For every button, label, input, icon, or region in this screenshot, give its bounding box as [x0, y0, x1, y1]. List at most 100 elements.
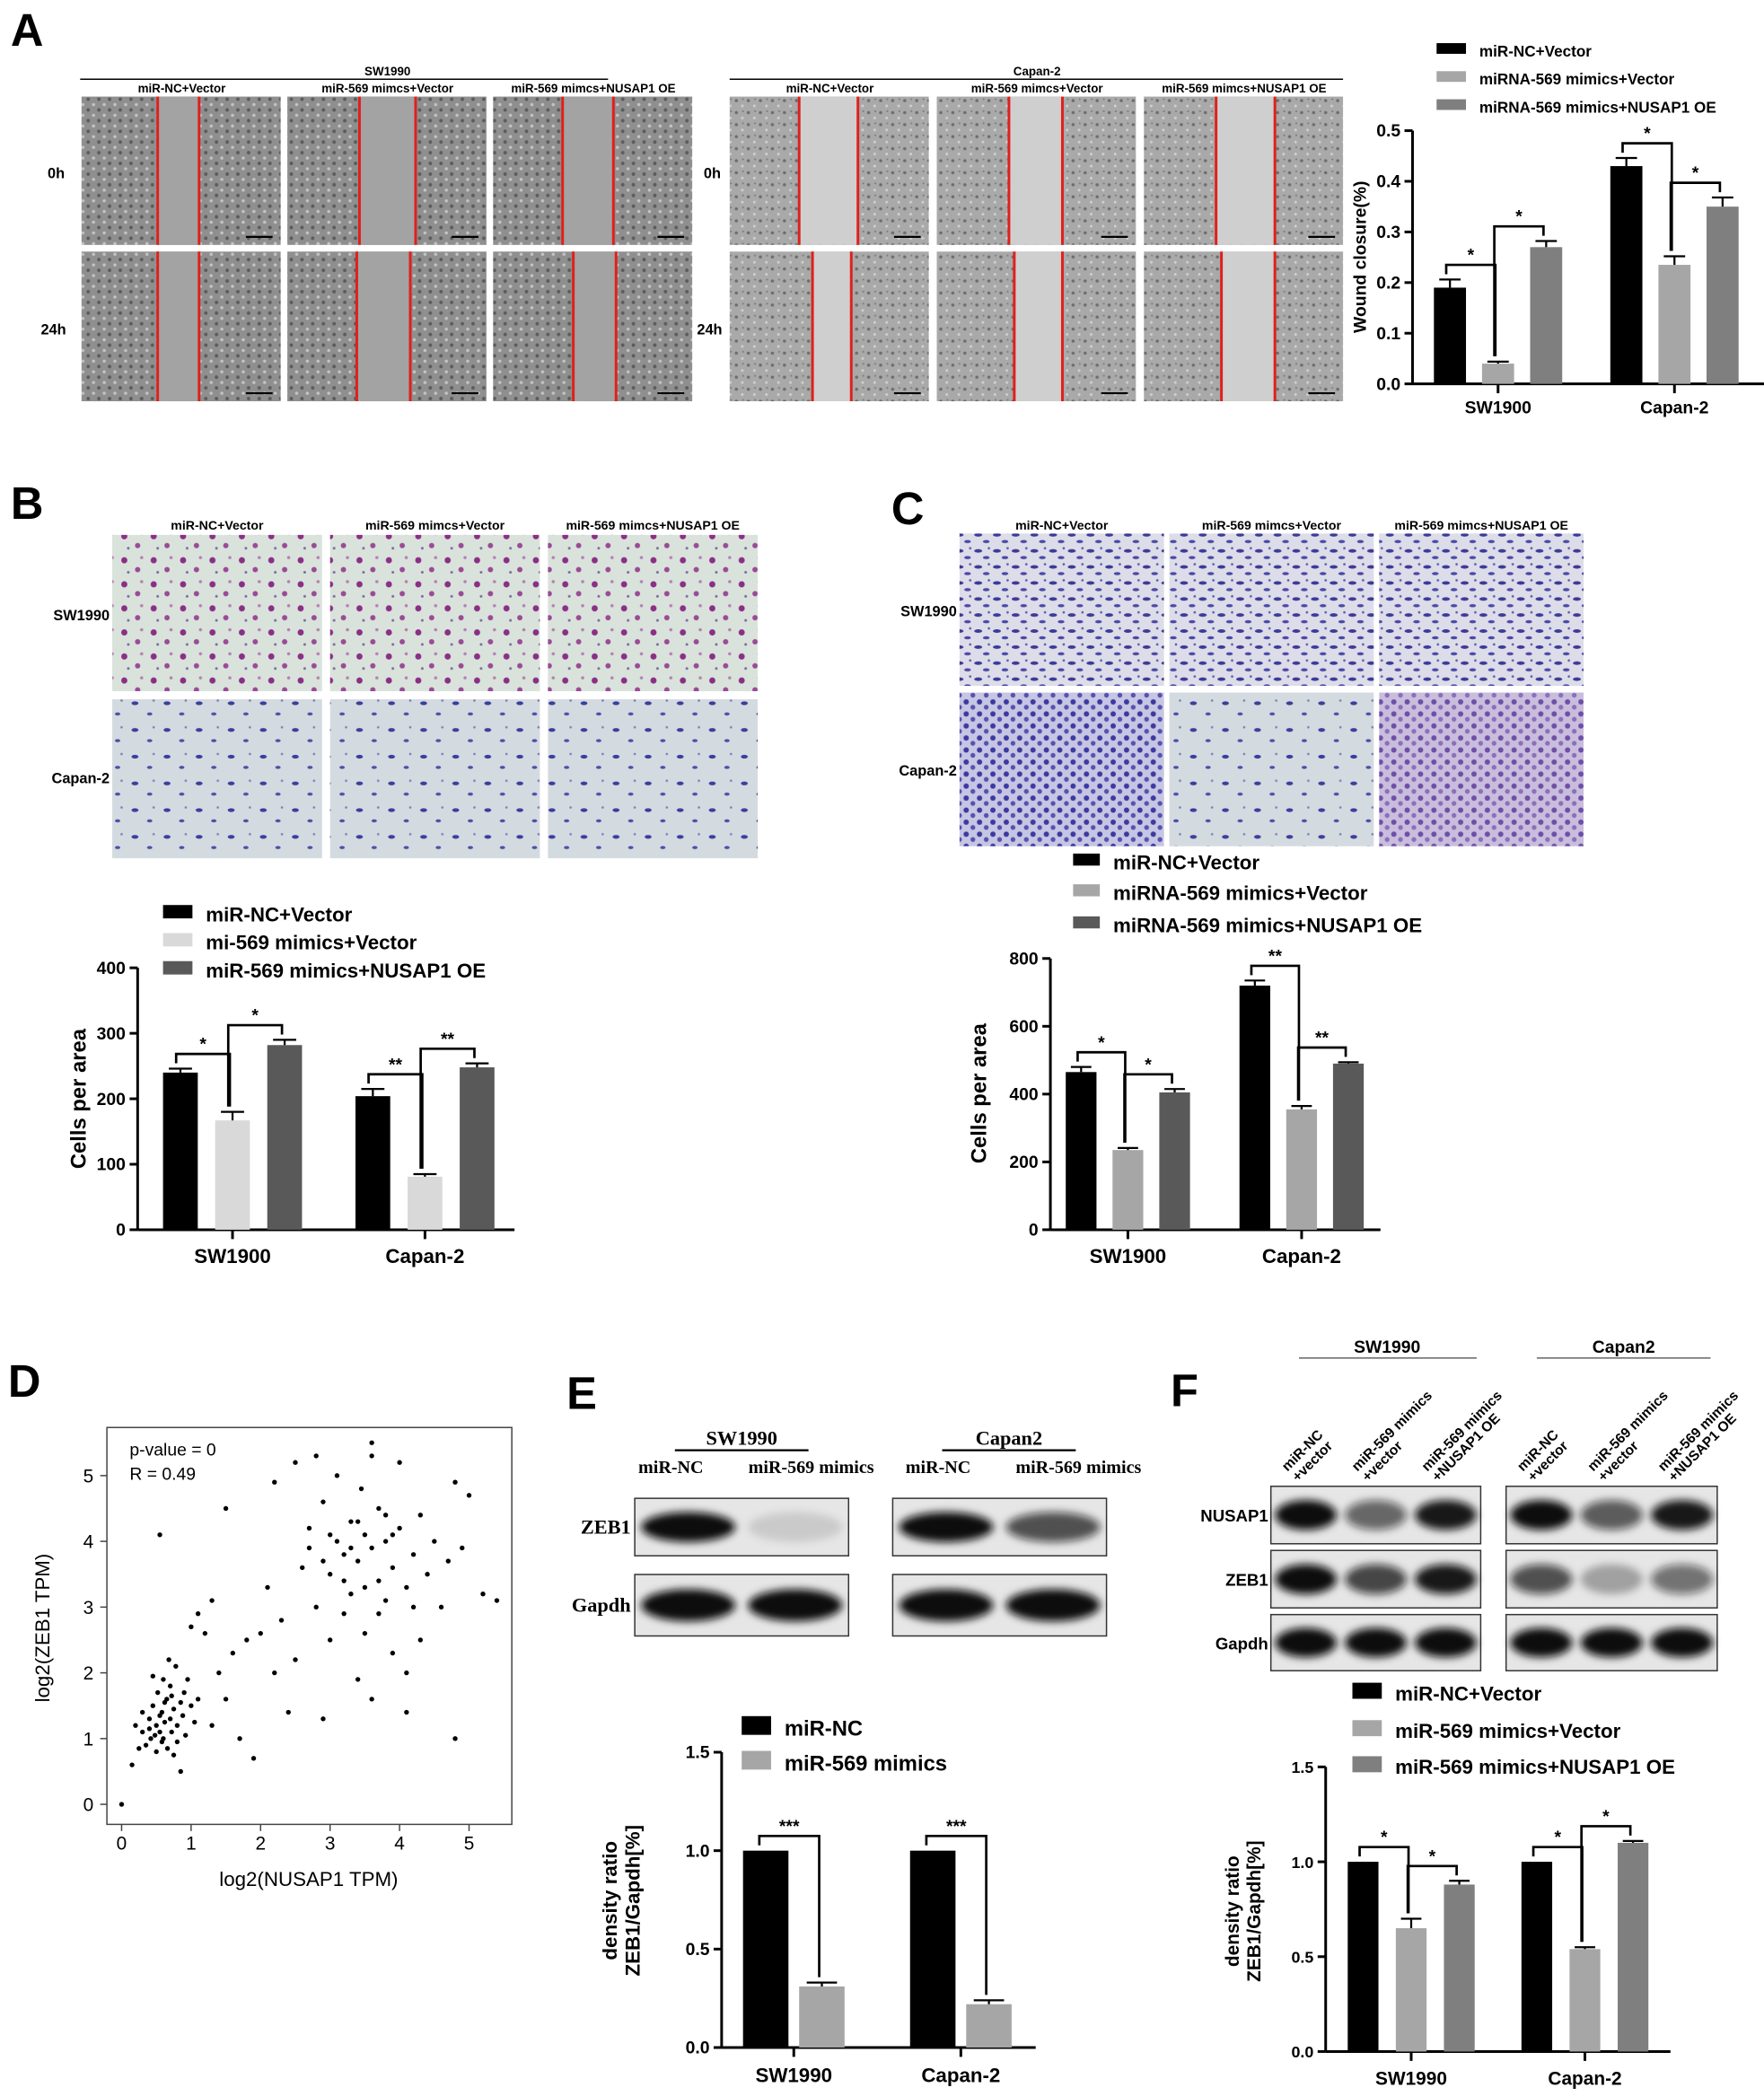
significance-bracket — [925, 1834, 987, 1995]
blot-lane-label: miR-569 mimics — [749, 1458, 874, 1478]
data-point — [313, 1604, 319, 1610]
data-point — [452, 1479, 458, 1485]
significance-label: ** — [1315, 1029, 1330, 1048]
significance-bracket — [758, 1834, 821, 1978]
bar — [1066, 1072, 1097, 1230]
data-point — [417, 1513, 424, 1518]
data-point — [143, 1742, 149, 1748]
data-point — [150, 1673, 155, 1679]
column-label: miR-569 mimcs+NUSAP1 OE — [1162, 82, 1326, 95]
data-point — [320, 1716, 326, 1722]
data-point — [183, 1732, 189, 1738]
data-point — [452, 1736, 458, 1741]
transwell-micrograph — [1379, 692, 1584, 846]
bar — [1617, 1842, 1649, 2052]
bar — [355, 1096, 391, 1230]
panel-letter-e: E — [566, 1367, 597, 1418]
protein-band — [899, 1512, 994, 1542]
legend-label: miR-NC+Vector — [1479, 43, 1592, 60]
data-point — [445, 1558, 451, 1564]
data-point — [173, 1663, 179, 1669]
row-label-24h: 24h — [40, 322, 66, 338]
y-tick-label: 4 — [83, 1532, 94, 1553]
y-axis-label: ZEB1/Gapdh[%] — [621, 1825, 644, 1977]
y-tick-label: 200 — [97, 1090, 126, 1109]
data-point — [376, 1578, 382, 1583]
x-tick-label: 3 — [325, 1834, 336, 1855]
y-tick-label: 1.5 — [1292, 1758, 1314, 1776]
bar — [1347, 1862, 1379, 2052]
data-point — [334, 1473, 340, 1478]
data-point — [118, 1802, 125, 1807]
data-point — [410, 1604, 417, 1610]
y-tick-label: 0 — [83, 1795, 94, 1816]
y-axis-label: Cells per area — [66, 1028, 91, 1169]
data-point — [320, 1499, 326, 1504]
protein-band — [1275, 1500, 1337, 1530]
data-point — [460, 1545, 465, 1551]
wound-gap-area — [356, 251, 411, 401]
protein-band — [1580, 1627, 1643, 1658]
data-point — [189, 1624, 194, 1629]
data-point — [136, 1746, 142, 1751]
x-tick-label: 0 — [117, 1834, 127, 1855]
significance-bracket — [1123, 1073, 1173, 1143]
data-point — [154, 1749, 159, 1755]
y-axis-label: log2(ZEB1 TPM) — [31, 1554, 54, 1703]
blot-row-label: NUSAP1 — [1200, 1506, 1268, 1525]
data-point — [189, 1703, 194, 1708]
data-point — [390, 1565, 396, 1571]
legend-swatch — [1352, 1756, 1382, 1773]
protein-band — [1510, 1564, 1573, 1594]
blot-group-title: Capan2 — [976, 1427, 1042, 1450]
y-tick-label: 400 — [97, 959, 126, 978]
y-tick-label: 0.2 — [1376, 274, 1400, 294]
legend-swatch — [1436, 99, 1467, 110]
data-point — [334, 1539, 340, 1544]
data-point — [154, 1723, 159, 1728]
data-point — [148, 1736, 154, 1741]
data-point — [362, 1532, 368, 1538]
legend-label: miR-569 mimics+NUSAP1 OE — [206, 960, 486, 982]
blot-group-title: Capan2 — [1593, 1337, 1655, 1357]
data-point — [382, 1539, 389, 1544]
legend-label: miRNA-569 mimics+NUSAP1 OE — [1113, 914, 1422, 936]
bar — [267, 1045, 303, 1230]
data-point — [341, 1610, 347, 1617]
data-point — [382, 1513, 389, 1518]
y-tick-label: 0.0 — [1292, 2043, 1314, 2061]
data-point — [250, 1756, 257, 1761]
significance-bracket — [1250, 964, 1301, 1101]
data-point — [169, 1693, 174, 1698]
data-point — [348, 1592, 354, 1597]
y-tick-label: 0.5 — [686, 1940, 710, 1960]
data-point — [162, 1699, 168, 1706]
scatter-plot-d: 0 1 2 3 4 5 0 1 2 3 4 5 p-value = 0 R = 0.49 log2(NUSA… — [31, 1426, 513, 1890]
y-tick-label: 100 — [97, 1155, 126, 1175]
x-tick-label: Capan-2 — [921, 2065, 1000, 2087]
significance-label: ** — [1268, 946, 1283, 966]
significance-label: * — [1381, 1828, 1388, 1847]
legend-label: miRNA-569 mimics+Vector — [1113, 882, 1368, 905]
data-point — [466, 1493, 472, 1498]
y-axis-label: Cells per area — [968, 1022, 992, 1163]
data-point — [369, 1545, 374, 1551]
legend-swatch — [1073, 884, 1101, 897]
protein-band — [899, 1589, 994, 1622]
data-point — [216, 1670, 222, 1676]
data-point — [376, 1610, 382, 1617]
data-point — [167, 1716, 173, 1722]
wound-gap-area — [1221, 251, 1276, 401]
row-label-0h: 0h — [704, 165, 721, 181]
significance-bracket — [1669, 181, 1722, 251]
data-point — [152, 1732, 158, 1738]
legend-label: miR-NC — [785, 1717, 863, 1741]
bar — [1332, 1063, 1365, 1230]
data-point — [230, 1650, 235, 1656]
legend-swatch — [742, 1750, 771, 1770]
micrograph-group-title: SW1990 — [364, 65, 410, 78]
blot-lane-label: miR-569 mimics+NUSAP1 OE — [1655, 1388, 1752, 1485]
x-tick-label: Capan-2 — [385, 1245, 464, 1267]
protein-band — [1580, 1564, 1643, 1594]
